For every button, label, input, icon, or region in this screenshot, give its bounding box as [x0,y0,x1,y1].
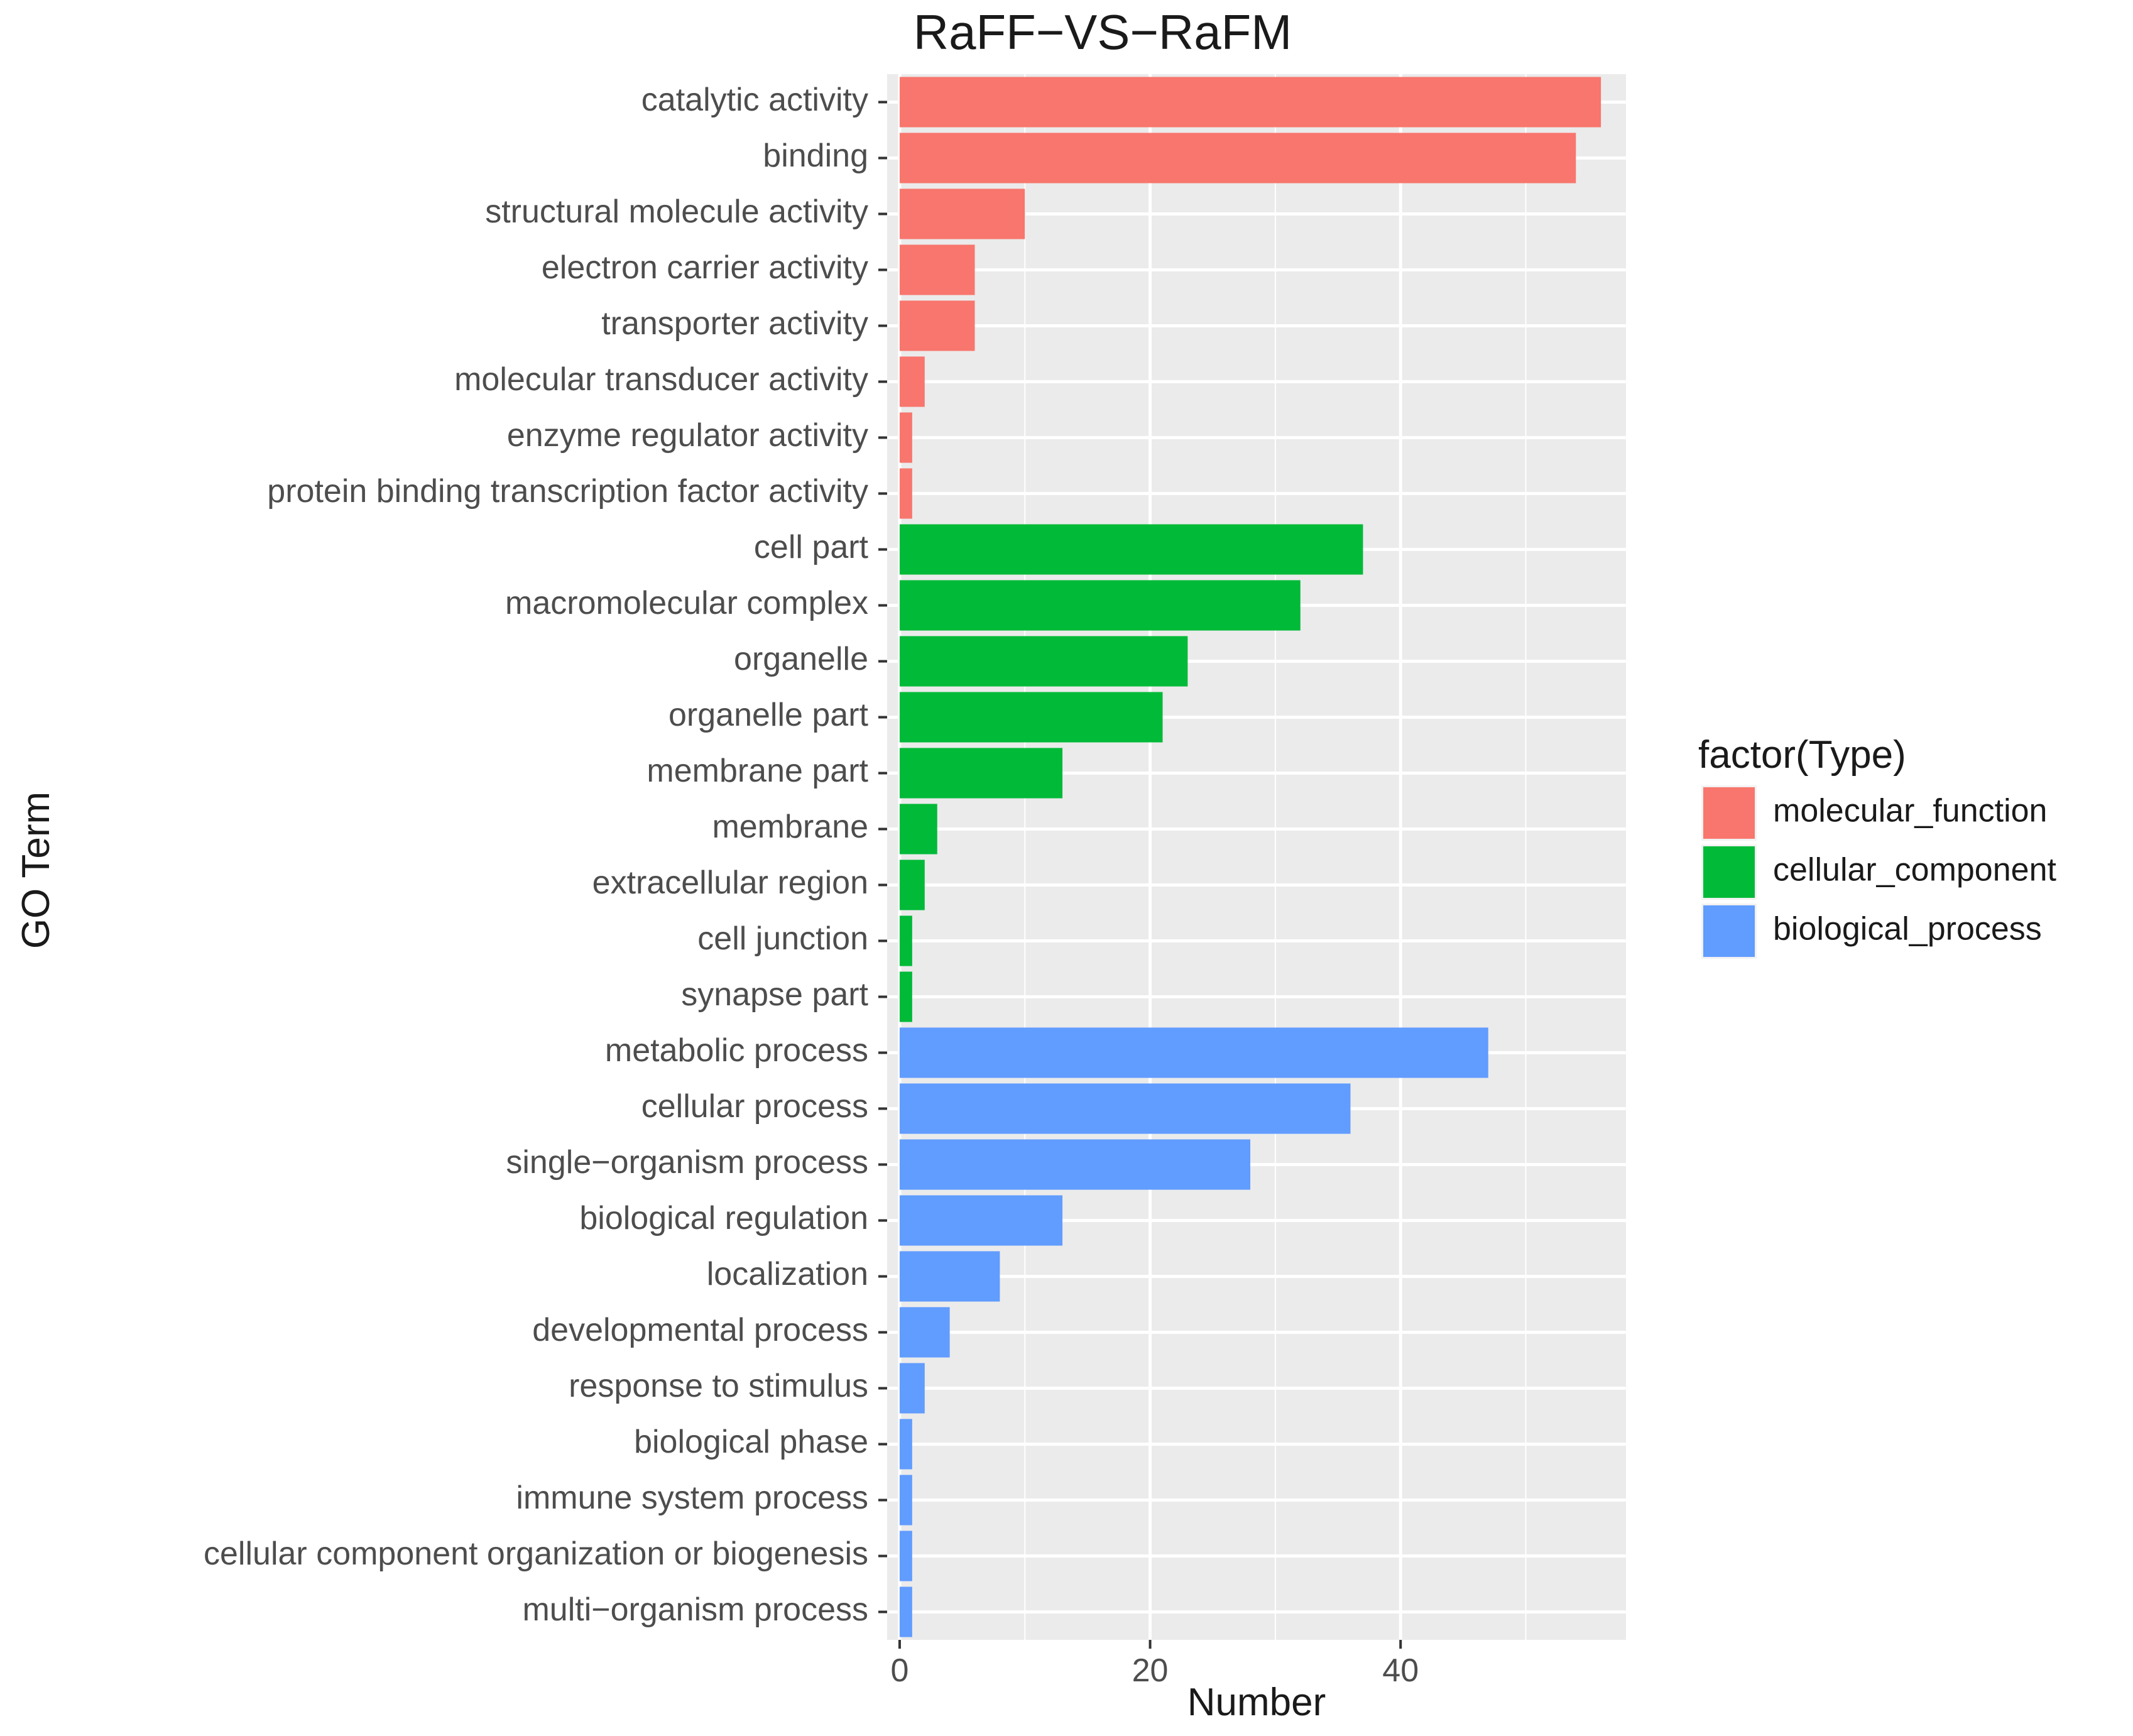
bar [899,804,937,854]
chart-title: RaFF−VS−RaFM [914,4,1292,60]
y-tick-label: organelle part [668,697,869,733]
bar [899,971,912,1022]
plot-panel [887,74,1626,1640]
y-tick-label: organelle [734,641,868,677]
bar [899,1251,1000,1302]
bar [899,860,925,910]
legend-swatch [1703,905,1755,957]
y-tick-label: electron carrier activity [542,249,868,286]
bar [899,692,1163,743]
y-tick-label: developmental process [532,1312,868,1348]
legend-swatch [1703,846,1755,898]
y-tick-label: multi−organism process [522,1591,868,1628]
bar [899,1139,1251,1190]
bar [899,188,1025,239]
y-axis-title: GO Term [14,792,58,949]
legend-title: factor(Type) [1698,733,1906,777]
y-tick-label: biological regulation [579,1200,868,1236]
y-tick-label: catalytic activity [641,82,868,118]
x-tick-label: 40 [1382,1652,1419,1689]
bar [899,412,912,463]
bar [899,1027,1488,1078]
legend-swatch [1703,787,1755,839]
bar [899,1083,1351,1134]
legend: factor(Type) molecular_function cellular_… [1698,733,2056,959]
y-tick-label: single−organism process [506,1144,868,1181]
y-tick-label: molecular transducer activity [454,361,868,398]
y-tick-label: metabolic process [605,1032,868,1069]
y-tick-label: cellular process [641,1088,868,1125]
bar [899,748,1063,799]
legend-label: molecular_function [1773,793,2047,829]
x-axis: 0 20 40 [890,1640,1419,1689]
bar [899,524,1363,575]
y-tick-label: cell part [754,529,869,565]
bar [899,580,1301,631]
bar [899,1586,912,1637]
y-tick-label: transporter activity [601,305,868,342]
bar [899,1475,912,1526]
bar [899,468,912,519]
bar [899,77,1601,128]
bar [899,915,912,966]
bar [899,1363,925,1414]
bar [899,1419,912,1470]
y-tick-label: binding [763,138,868,174]
panel-background [887,74,1626,1640]
x-axis-title: Number [1187,1681,1326,1724]
bar [899,300,975,351]
y-tick-label: response to stimulus [569,1368,868,1404]
legend-label: biological_process [1773,911,2042,947]
bar-series [899,77,1601,1637]
y-tick-label: membrane [712,809,868,845]
bar [899,636,1188,687]
bar [899,133,1576,183]
y-tick-label: synapse part [681,976,868,1013]
x-tick-label: 0 [890,1652,908,1689]
y-tick-label: membrane part [646,753,868,789]
y-tick-label: structural molecule activity [485,194,868,230]
bar [899,1531,912,1581]
y-tick-label: macromolecular complex [505,585,868,621]
bar [899,356,925,407]
y-tick-label: localization [707,1256,868,1292]
y-axis: catalytic activity binding structural mole… [204,82,887,1628]
y-tick-label: cell junction [697,920,868,957]
y-tick-label: protein binding transcription factor act… [267,473,868,510]
y-tick-label: enzyme regulator activity [507,417,868,454]
y-tick-label: extracellular region [592,865,868,901]
legend-label: cellular_component [1773,852,2056,888]
y-tick-label: immune system process [516,1480,868,1516]
y-tick-label: cellular component organization or bioge… [204,1536,868,1572]
bar [899,1307,950,1358]
y-tick-label: biological phase [634,1424,868,1460]
bar [899,244,975,295]
x-tick-label: 20 [1132,1652,1169,1689]
bar [899,1195,1063,1246]
